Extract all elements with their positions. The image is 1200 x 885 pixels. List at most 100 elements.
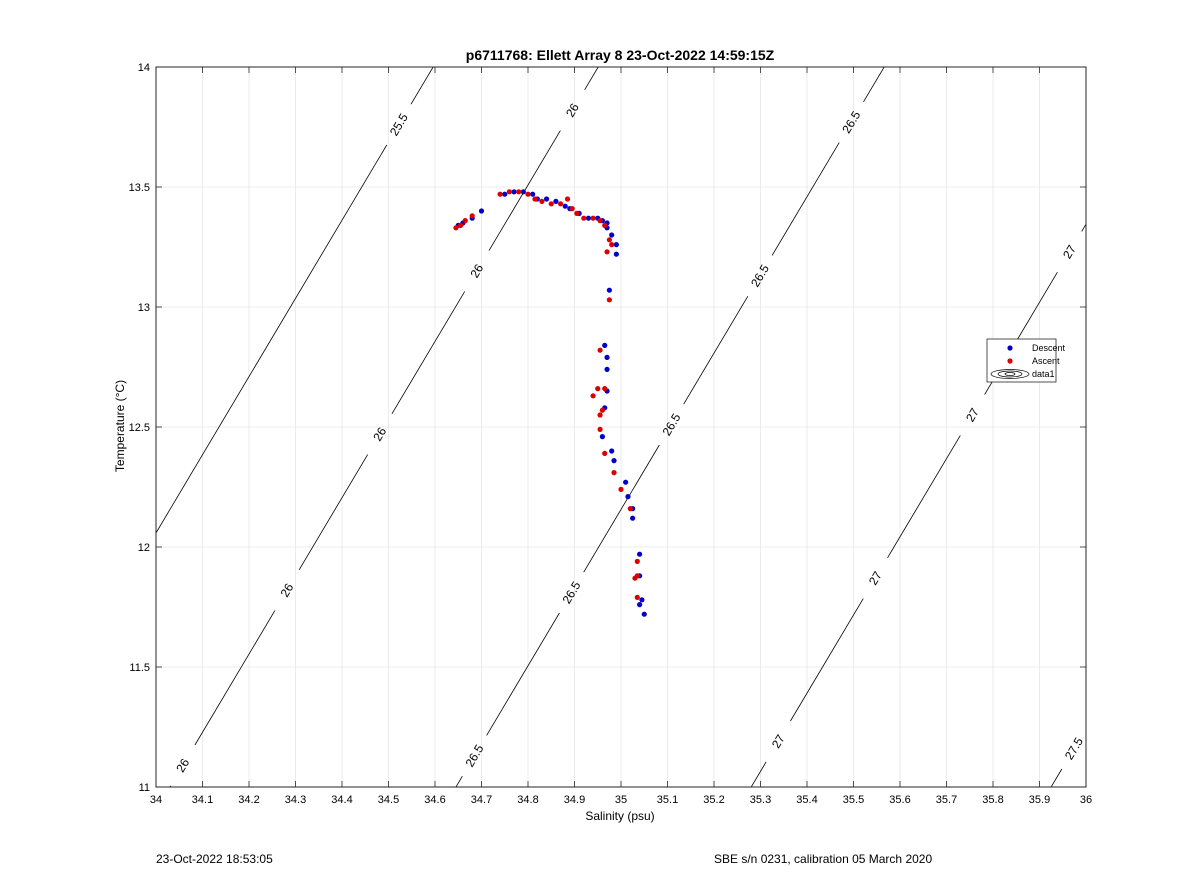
data-point-ascent: [590, 215, 596, 221]
data-point-ascent: [595, 386, 601, 392]
density-contour-line: [771, 142, 840, 256]
series-ascent: [453, 189, 640, 601]
data-point-descent: [606, 287, 612, 293]
data-point-ascent: [597, 347, 603, 353]
data-point-ascent: [611, 470, 617, 476]
series-descent: [455, 189, 647, 617]
density-contour-line: [455, 775, 463, 787]
density-contour-label: 27.5: [1062, 735, 1086, 763]
density-contour-label: 26: [173, 756, 192, 775]
data-point-ascent: [634, 594, 640, 601]
density-contour-line: [750, 761, 767, 787]
data-point-ascent: [581, 215, 587, 221]
x-tick-label: 35.7: [936, 794, 957, 806]
x-tick-label: 35.6: [889, 794, 910, 806]
y-tick-label: 11.5: [129, 662, 150, 674]
data-point-ascent: [506, 189, 512, 195]
x-tick-label: 35.1: [657, 794, 678, 806]
y-tick-label: 12.5: [129, 422, 150, 434]
density-contour-line: [1050, 768, 1063, 787]
data-point-ascent: [606, 237, 612, 243]
density-contour-label: 27: [1060, 242, 1079, 261]
x-tick-label: 34.1: [192, 794, 213, 806]
legend-label-data1: data1: [1032, 369, 1055, 379]
data-point-descent: [630, 515, 636, 521]
density-contour-label: 27: [866, 569, 885, 588]
data-point-ascent: [597, 412, 603, 418]
legend-marker-descent: [1007, 345, 1013, 351]
density-contour-25.5: [156, 67, 434, 534]
data-point-ascent: [457, 222, 464, 228]
y-axis-label: Temperature (°C): [113, 380, 127, 472]
data-point-ascent: [539, 198, 545, 204]
density-contour-line: [486, 612, 560, 736]
legend-label-ascent: Ascent: [1032, 356, 1060, 366]
density-contour-line: [156, 144, 388, 534]
data-point-descent: [639, 597, 645, 603]
data-point-ascent: [602, 386, 608, 392]
x-tick-label: 35.8: [982, 794, 1003, 806]
x-tick-label: 35.5: [843, 794, 864, 806]
data-point-ascent: [532, 196, 538, 202]
density-contour-label: 26.5: [839, 108, 863, 136]
x-tick-label: 34.3: [285, 794, 306, 806]
data-point-ascent: [604, 249, 610, 255]
density-contour-26.5: [455, 67, 885, 787]
y-tick-label: 13.5: [129, 182, 150, 194]
data-point-descent: [553, 198, 559, 204]
x-tick-label: 34: [150, 794, 162, 806]
grid-lines: [155, 66, 1087, 788]
x-tick-label: 34.2: [238, 794, 259, 806]
chart-title: p6711768: Ellett Array 8 23-Oct-2022 14:…: [466, 47, 775, 63]
density-contour-label: 26: [370, 425, 389, 444]
data-point-ascent: [574, 210, 580, 216]
density-contour-label: 26.5: [748, 262, 772, 290]
density-contour-label: 25.5: [387, 111, 411, 139]
density-contour-line: [1085, 727, 1086, 729]
data-point-ascent: [497, 191, 503, 197]
density-contour-label: 26.5: [462, 742, 486, 770]
data-point-descent: [637, 551, 643, 557]
data-point-ascent: [602, 450, 608, 456]
density-contour-line: [887, 435, 961, 559]
density-contour-label: 27: [963, 405, 982, 424]
density-contour-26: [169, 67, 599, 787]
y-tick-label: 11: [139, 782, 150, 794]
density-contour-label: 26: [278, 581, 297, 600]
legend-entry-data1: data1: [990, 369, 1055, 379]
legend-marker-ascent: [1007, 358, 1013, 364]
density-contour-line: [584, 67, 599, 91]
data-point-descent: [609, 232, 615, 238]
data-point-ascent: [634, 558, 640, 565]
data-point-descent: [585, 215, 592, 221]
data-point-descent: [604, 354, 610, 360]
x-tick-label: 34.8: [517, 794, 538, 806]
data-point-descent: [623, 479, 629, 485]
density-contour-line: [1081, 223, 1086, 232]
x-tick-label: 34.5: [378, 794, 399, 806]
density-contour-label: 26: [467, 261, 486, 280]
data-point-descent: [599, 434, 606, 440]
legend-label-descent: Descent: [1032, 343, 1066, 353]
data-point-ascent: [557, 201, 564, 207]
density-contour-line: [410, 67, 434, 105]
legend: Descent Ascent data1: [986, 338, 1066, 383]
x-tick-label: 34.7: [471, 794, 492, 806]
data-point-descent: [511, 189, 517, 195]
x-tick-label: 34.4: [331, 794, 352, 806]
data-point-ascent: [453, 225, 459, 231]
data-point-ascent: [599, 407, 606, 413]
density-contour-27.5: [1050, 727, 1086, 787]
data-point-ascent: [590, 393, 596, 399]
footer-calibration: SBE s/n 0231, calibration 05 March 2020: [714, 852, 933, 866]
data-point-descent: [530, 191, 536, 197]
data-point-descent: [604, 366, 610, 372]
data-point-ascent: [548, 201, 554, 207]
data-points: [453, 189, 647, 617]
axis-ticks: 34 34.1 34.2 34.3 34.4 34.5 34.6 34.7 34.8 34.9 35…: [129, 62, 1093, 806]
density-contour-line: [583, 444, 660, 573]
data-point-ascent: [634, 573, 640, 579]
data-point-ascent: [609, 242, 615, 248]
x-tick-label: 35.2: [703, 794, 724, 806]
